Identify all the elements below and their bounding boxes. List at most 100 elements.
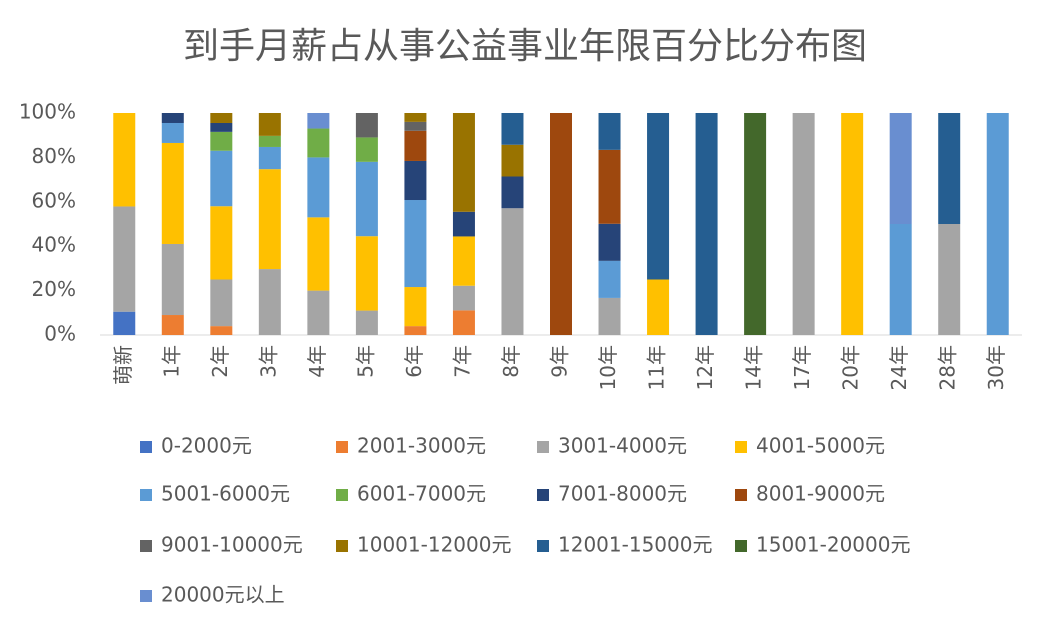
bar-segment: [452, 236, 475, 286]
bar-segment: [307, 217, 330, 291]
x-tick-label: 11年: [645, 345, 669, 390]
bar-segment: [841, 113, 864, 335]
legend-label: 10001-12000元: [357, 533, 511, 557]
bar-segment: [355, 310, 378, 335]
bar-segment: [113, 206, 136, 312]
y-tick-label: 0%: [44, 322, 76, 346]
bar-segment: [986, 113, 1009, 335]
bar-segment: [501, 176, 524, 209]
bar-segment: [161, 243, 184, 316]
bar-segment: [355, 161, 378, 237]
legend-swatch: [336, 489, 348, 501]
bar-segment: [598, 113, 621, 150]
legend-swatch: [140, 590, 152, 602]
x-tick-label: 6年: [402, 345, 426, 378]
legend-swatch: [140, 489, 152, 501]
legend-swatch: [140, 540, 152, 552]
legend-swatch: [336, 441, 348, 453]
bar-segment: [161, 122, 184, 143]
legend-label: 7001-8000元: [558, 482, 687, 506]
bar-segment: [404, 200, 427, 288]
bar-segment: [258, 269, 281, 335]
bar-segment: [258, 113, 281, 136]
legend-label: 15001-20000元: [756, 533, 910, 557]
bar-segment: [113, 113, 136, 207]
bar-segment: [452, 113, 475, 212]
legend-label: 2001-3000元: [357, 434, 486, 458]
bar-segment: [307, 128, 330, 158]
x-tick-label: 17年: [790, 345, 814, 390]
bar-segment: [938, 224, 961, 335]
legend-label: 9001-10000元: [161, 533, 303, 557]
x-tick-label: 28年: [936, 345, 960, 390]
legend-swatch: [537, 540, 549, 552]
bar-segment: [258, 146, 281, 170]
bar-segment: [307, 113, 330, 129]
bar-segment: [938, 113, 961, 224]
y-tick-label: 60%: [32, 188, 76, 212]
bar-segment: [889, 224, 912, 335]
y-tick-label: 80%: [32, 144, 76, 168]
bar-segment: [598, 260, 621, 298]
bar-segment: [889, 113, 912, 224]
chart-title: 到手月薪占从事公益事业年限百分比分布图: [183, 26, 867, 67]
x-tick-label: 12年: [693, 345, 717, 390]
bar-segment: [550, 113, 572, 335]
bar-segment: [355, 137, 378, 162]
legend-label: 8001-9000元: [756, 482, 885, 506]
bar-segment: [452, 285, 475, 311]
bar-segment: [258, 135, 281, 147]
x-tick-label: 24年: [887, 345, 911, 390]
bar-segment: [210, 150, 233, 207]
x-tick-label: 4年: [305, 345, 329, 378]
bar-segment: [210, 113, 233, 123]
bar-segment: [647, 279, 670, 335]
legend-swatch: [735, 540, 747, 552]
x-tick-label: 萌新: [111, 345, 135, 385]
x-tick-label: 9年: [548, 345, 572, 378]
x-tick-label: 14年: [742, 345, 766, 390]
y-tick-label: 20%: [32, 277, 76, 301]
legend-label: 20000元以上: [161, 583, 285, 607]
bar-segment: [258, 169, 281, 270]
bar-segment: [404, 287, 427, 327]
legend-swatch: [140, 441, 152, 453]
bar-segment: [501, 144, 524, 177]
bar-segment: [744, 113, 767, 335]
bar-segment: [598, 223, 621, 261]
legend-label: 0-2000元: [161, 434, 252, 458]
x-tick-label: 1年: [159, 345, 183, 378]
legend-label: 4001-5000元: [756, 434, 885, 458]
bar-segment: [210, 326, 233, 335]
bar-segment: [113, 311, 136, 335]
bar-segment: [307, 157, 330, 218]
x-tick-label: 30年: [984, 345, 1008, 390]
y-tick-label: 100%: [19, 100, 76, 124]
x-tick-label: 7年: [450, 345, 474, 378]
legend-swatch: [735, 489, 747, 501]
bar-segment: [452, 310, 475, 335]
bar-segment: [161, 113, 184, 123]
bar-segment: [161, 142, 184, 244]
bar-segment: [501, 113, 524, 145]
bar-segment: [452, 211, 475, 237]
legend-swatch: [537, 441, 549, 453]
bar-segment: [210, 279, 233, 327]
bar-segment: [404, 113, 427, 122]
legend-label: 12001-15000元: [558, 533, 712, 557]
bar-segment: [210, 122, 233, 132]
bar-segment: [404, 121, 427, 131]
legend-label: 3001-4000元: [558, 434, 687, 458]
bar-segment: [161, 315, 184, 335]
x-tick-label: 20年: [839, 345, 863, 390]
legend-swatch: [537, 489, 549, 501]
bar-segment: [501, 208, 524, 335]
y-tick-label: 40%: [32, 233, 76, 257]
legend-swatch: [735, 441, 747, 453]
bar-segment: [598, 149, 621, 224]
bar-segment: [647, 113, 670, 280]
legend-swatch: [336, 540, 348, 552]
bar-segment: [355, 236, 378, 311]
x-tick-label: 2年: [208, 345, 232, 378]
